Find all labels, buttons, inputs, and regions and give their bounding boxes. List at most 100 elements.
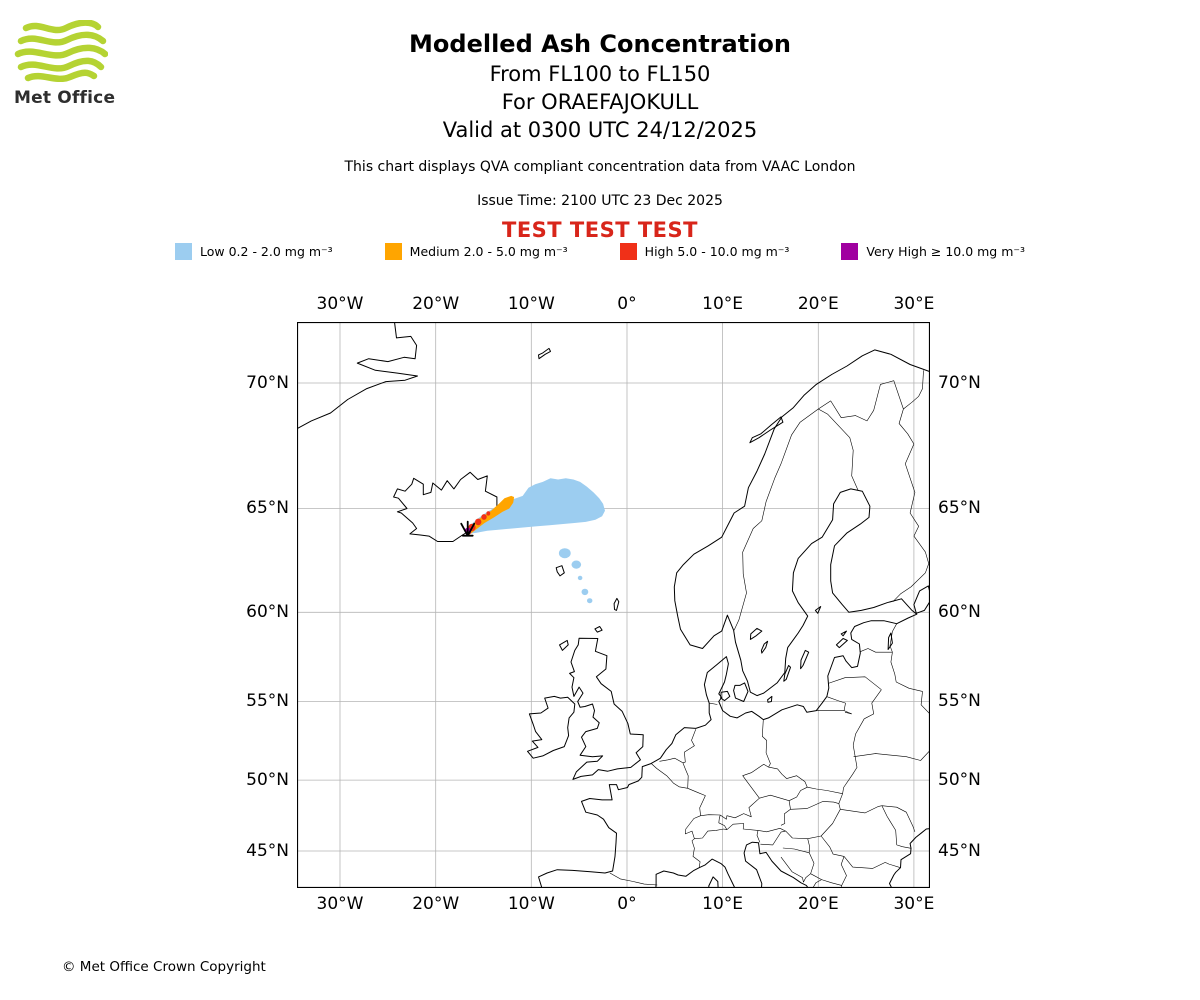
country-border	[733, 408, 819, 631]
map-frame	[297, 322, 930, 888]
met-office-logo-waves	[14, 19, 109, 83]
country-border	[682, 729, 697, 764]
country-border	[864, 689, 882, 720]
title-block: Modelled Ash Concentration From FL100 to…	[0, 30, 1200, 242]
country-border	[756, 830, 761, 843]
country-border	[840, 805, 882, 814]
country-border	[687, 788, 706, 816]
ash-low	[577, 575, 583, 581]
coastline	[760, 640, 769, 654]
coastline	[814, 606, 822, 614]
country-border	[780, 856, 804, 883]
coastline	[555, 565, 565, 577]
country-border	[807, 786, 843, 794]
lon-tick-label-top: 10°E	[702, 294, 744, 314]
country-border	[842, 745, 858, 794]
legend-label-low: Low 0.2 - 2.0 mg m⁻³	[200, 244, 333, 259]
lat-tick-label-left: 70°N	[246, 372, 289, 393]
coastline	[559, 639, 569, 651]
ash-medium	[465, 495, 515, 535]
lon-tick-label-top: 0°	[617, 294, 637, 314]
country-border	[820, 809, 841, 837]
lon-tick-label-bottom: 0°	[617, 894, 637, 914]
lat-tick-label-right: 50°N	[938, 770, 981, 791]
legend-item-medium: Medium 2.0 - 5.0 mg m⁻³	[384, 243, 568, 260]
coastline	[733, 682, 749, 702]
country-border	[890, 652, 897, 683]
country-border	[700, 814, 721, 816]
country-border	[810, 873, 822, 880]
country-border	[760, 830, 786, 846]
coastline	[708, 876, 719, 888]
coastline	[538, 347, 551, 360]
country-border	[768, 766, 808, 788]
coastline	[297, 322, 418, 430]
lon-tick-label-bottom: 30°E	[893, 894, 935, 914]
lat-tick-label-right: 45°N	[938, 840, 981, 861]
country-border	[720, 797, 760, 820]
ash-high	[486, 511, 491, 516]
country-border	[651, 763, 688, 789]
lat-tick-label-left: 50°N	[246, 770, 289, 791]
country-border	[609, 872, 658, 886]
legend-item-high: High 5.0 - 10.0 mg m⁻³	[619, 243, 790, 260]
country-border	[659, 757, 684, 764]
coastline	[720, 690, 731, 702]
country-border	[762, 719, 771, 768]
met-office-logo: Met Office	[14, 19, 124, 108]
country-border	[812, 879, 822, 888]
lon-tick-label-bottom: 10°E	[702, 894, 744, 914]
legend-swatch-medium	[384, 243, 402, 260]
coastline	[800, 649, 810, 670]
country-border	[896, 681, 923, 692]
coastline	[569, 637, 644, 780]
coastline	[527, 695, 576, 759]
country-border	[818, 408, 859, 491]
country-border	[803, 873, 811, 883]
country-border	[709, 702, 718, 705]
lon-tick-label-bottom: 30°W	[316, 894, 364, 914]
country-border	[779, 828, 786, 832]
coastline	[767, 695, 773, 703]
legend-swatch-low	[175, 243, 192, 260]
lat-tick-label-left: 60°N	[246, 602, 289, 623]
country-border	[685, 815, 701, 839]
country-border	[759, 794, 790, 801]
coastline	[538, 349, 930, 888]
lon-tick-label-top: 10°W	[507, 294, 555, 314]
coastline	[613, 597, 620, 611]
ash-low	[571, 560, 582, 569]
lon-tick-label-top: 20°E	[797, 294, 839, 314]
flight-levels-line: From FL100 to FL150	[489, 62, 711, 86]
lat-tick-label-right: 65°N	[938, 498, 981, 519]
country-border	[807, 835, 822, 839]
coastline	[749, 416, 784, 444]
lat-tick-label-left: 65°N	[246, 498, 289, 519]
country-border	[788, 786, 808, 801]
legend-label-high: High 5.0 - 10.0 mg m⁻³	[644, 244, 790, 259]
country-border	[807, 838, 810, 853]
country-border	[838, 793, 843, 804]
country-border	[742, 764, 769, 799]
country-border	[838, 803, 841, 810]
country-border	[843, 856, 901, 869]
volcano-marker	[460, 520, 476, 537]
lat-tick-label-right: 55°N	[938, 691, 981, 712]
legend-label-medium: Medium 2.0 - 5.0 mg m⁻³	[409, 244, 568, 259]
lon-tick-label-bottom: 10°W	[507, 894, 555, 914]
country-border	[785, 830, 808, 839]
ash-low	[464, 478, 605, 534]
country-border	[682, 762, 689, 789]
country-border	[859, 648, 893, 653]
ash-dispersion-map	[297, 322, 930, 888]
legend-item-low: Low 0.2 - 2.0 mg m⁻³	[175, 243, 333, 260]
ash-high	[481, 514, 487, 520]
country-border	[896, 844, 912, 849]
legend-item-very-high: Very High ≥ 10.0 mg m⁻³	[841, 243, 1025, 260]
country-border	[827, 696, 852, 715]
coastline	[783, 665, 791, 682]
coastline	[749, 627, 763, 640]
country-border	[852, 718, 865, 746]
country-border	[828, 676, 882, 690]
